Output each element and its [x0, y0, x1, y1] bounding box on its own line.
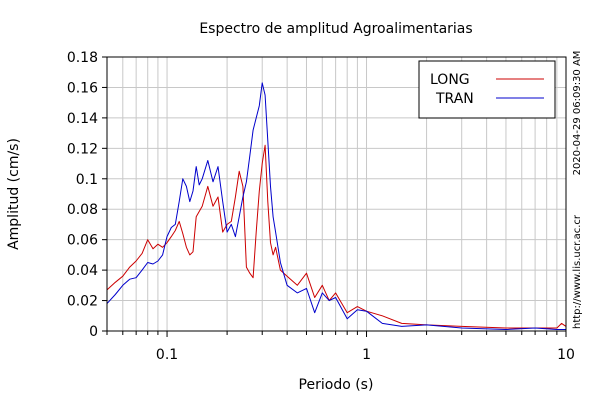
y-axis-label: Amplitud (cm/s) — [6, 138, 22, 250]
y-tick-label: 0.02 — [67, 294, 98, 310]
legend: LONG TRAN — [418, 60, 556, 119]
series-layer — [106, 82, 567, 330]
legend-box — [418, 60, 556, 119]
x-tick-label: 0.1 — [156, 347, 178, 363]
plot-area-frame — [106, 56, 567, 332]
y-tick-label: 0.04 — [67, 263, 98, 279]
series-line-tran — [106, 82, 566, 330]
y-tick-label: 0.1 — [76, 172, 98, 188]
y-tick-label: 0 — [89, 324, 98, 340]
legend-label-long: LONG — [430, 72, 470, 88]
chart-title: Espectro de amplitud Agroalimentarias — [199, 21, 472, 37]
y-tick-label: 0.14 — [67, 111, 98, 127]
y-tick-label: 0.06 — [67, 233, 98, 249]
x-tick-label: 10 — [557, 347, 575, 363]
y-axis-ticks: 0 0.02 0.04 0.06 0.08 0.1 0.12 0.14 0.16 0.18 — [67, 50, 107, 340]
grid — [106, 56, 566, 332]
y-tick-label: 0.12 — [67, 141, 98, 157]
series-line-long — [106, 144, 567, 329]
timestamp-annotation: 2020-04-29 06:09:30 AM — [572, 51, 583, 176]
legend-label-tran: TRAN — [435, 91, 474, 107]
x-axis-ticks: 0.1 1 10 — [106, 331, 575, 363]
website-annotation: http://www.lis.ucr.ac.cr — [572, 214, 583, 329]
y-tick-label: 0.16 — [67, 80, 98, 96]
x-tick-label: 1 — [362, 347, 371, 363]
y-tick-label: 0.18 — [67, 50, 98, 66]
x-axis-label: Periodo (s) — [299, 377, 374, 393]
y-tick-label: 0.08 — [67, 202, 98, 218]
